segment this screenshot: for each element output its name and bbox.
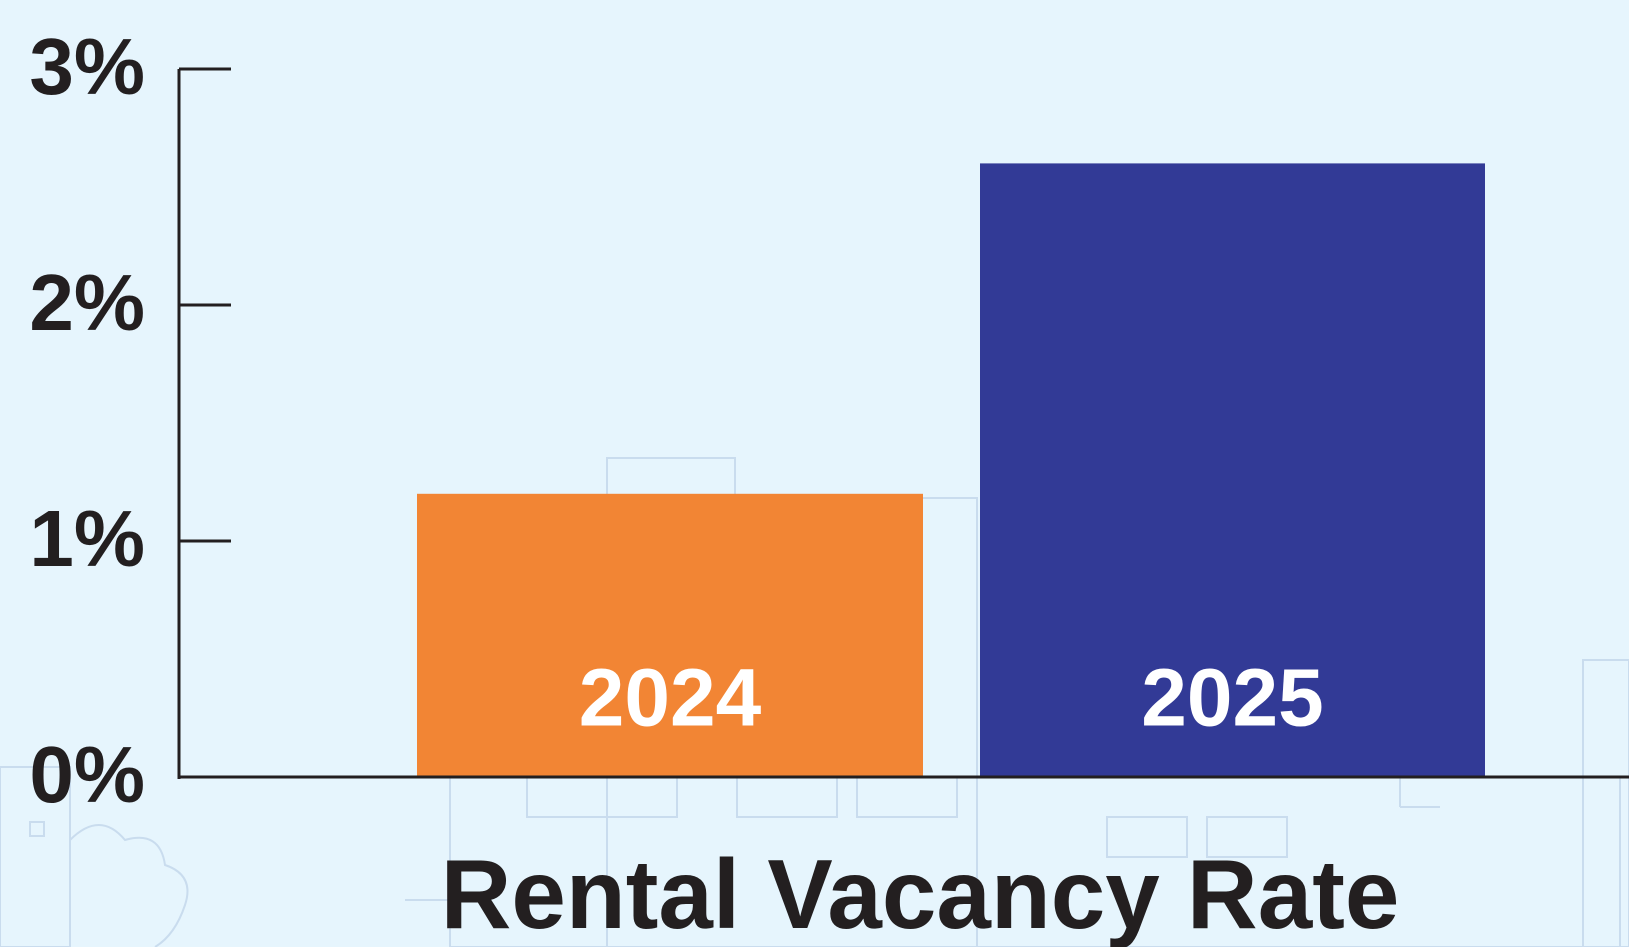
y-tick-label: 2% xyxy=(29,258,145,347)
bar-label: 2025 xyxy=(1141,653,1323,744)
bar xyxy=(417,493,923,777)
y-tick-label: 0% xyxy=(29,730,145,819)
bar-label: 2024 xyxy=(579,653,762,744)
y-tick-label: 1% xyxy=(29,494,145,583)
bar xyxy=(980,163,1485,777)
y-tick-label: 3% xyxy=(29,22,145,111)
chart-title: Rental Vacancy Rate xyxy=(441,839,1400,947)
